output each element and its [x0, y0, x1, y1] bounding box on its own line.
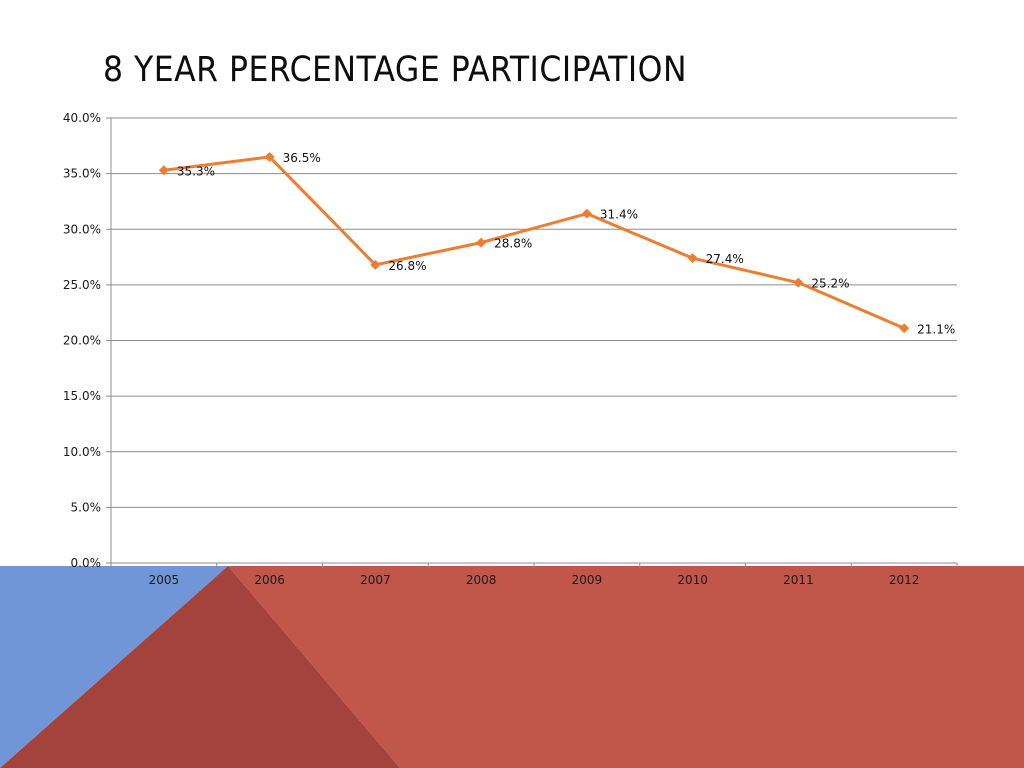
data-label: 36.5%: [283, 151, 321, 165]
x-tick-label: 2005: [149, 573, 180, 587]
data-point-marker: [264, 151, 275, 162]
y-tick-label: 5.0%: [71, 500, 102, 514]
y-tick-label: 10.0%: [63, 445, 101, 459]
y-tick-label: 40.0%: [63, 111, 101, 125]
data-label: 21.1%: [917, 322, 955, 336]
y-tick-label: 25.0%: [63, 278, 101, 292]
y-tick-label: 0.0%: [71, 556, 102, 570]
y-tick-label: 35.0%: [63, 167, 101, 181]
data-point-marker: [476, 237, 487, 248]
x-tick-label: 2012: [889, 573, 920, 587]
decor-dark-red-shape: [0, 566, 400, 768]
x-tick-label: 2009: [572, 573, 603, 587]
x-tick-label: 2011: [783, 573, 814, 587]
slide-title: 8 YEAR PERCENTAGE PARTICIPATION: [103, 50, 688, 90]
data-label: 26.8%: [388, 259, 426, 273]
data-point-marker: [581, 208, 592, 219]
y-tick-label: 20.0%: [63, 334, 101, 348]
data-label: 35.3%: [177, 164, 215, 178]
x-tick-label: 2010: [677, 573, 708, 587]
series-line: [163, 155, 905, 330]
data-label: 27.4%: [706, 252, 744, 266]
data-point-marker: [158, 165, 169, 176]
data-point-marker: [370, 259, 381, 270]
data-label: 28.8%: [494, 237, 532, 251]
data-point-marker: [793, 277, 804, 288]
y-tick-label: 15.0%: [63, 389, 101, 403]
data-point-marker: [899, 323, 910, 334]
y-tick-label: 30.0%: [63, 222, 101, 236]
data-label: 31.4%: [600, 208, 638, 222]
data-point-marker: [687, 253, 698, 264]
decor-red-shape: [228, 566, 1024, 768]
x-tick-label: 2008: [466, 573, 497, 587]
data-label: 25.2%: [811, 277, 849, 291]
x-tick-label: 2007: [360, 573, 391, 587]
x-tick-label: 2006: [254, 573, 285, 587]
